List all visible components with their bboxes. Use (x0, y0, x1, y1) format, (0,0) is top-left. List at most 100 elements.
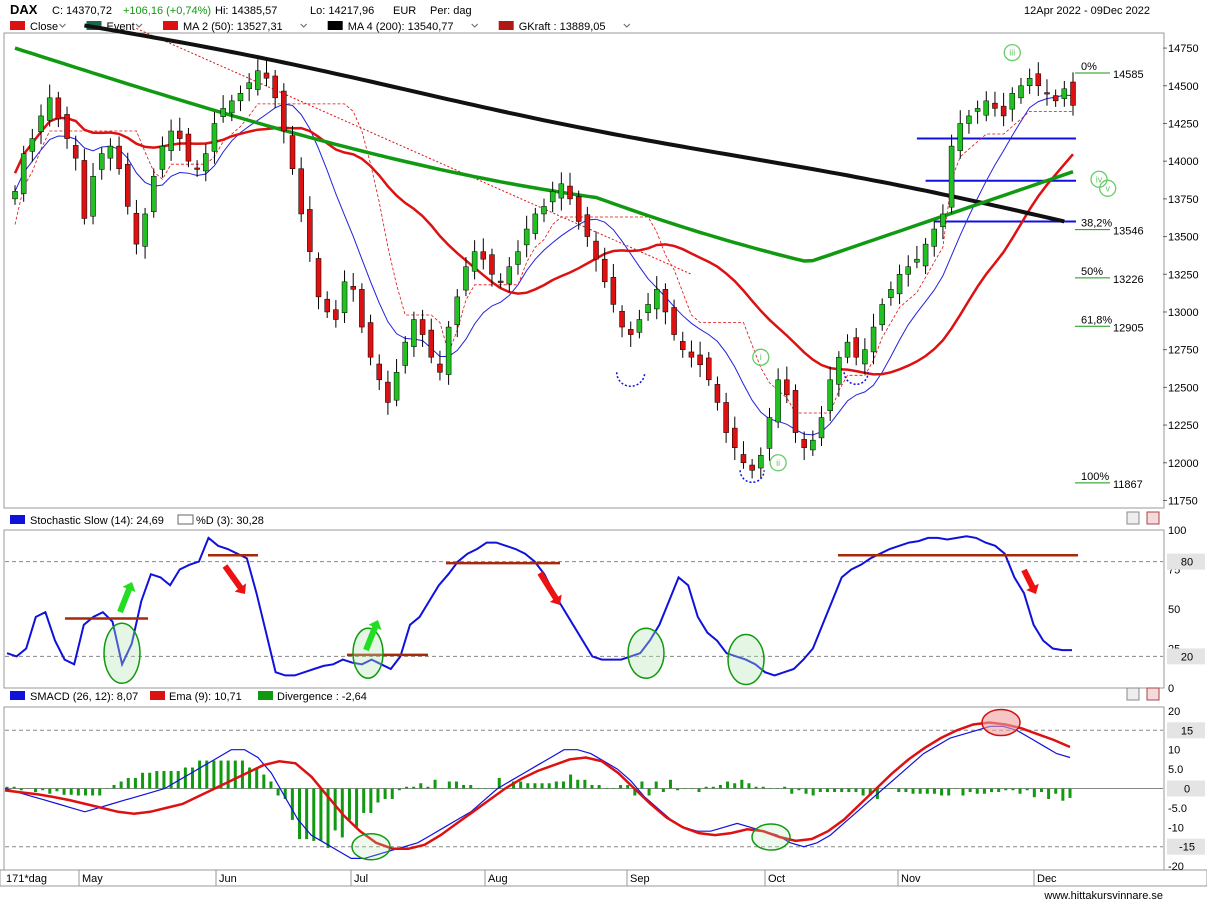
close-icon[interactable] (1146, 687, 1160, 701)
candle-down (124, 163, 131, 207)
candle-down (1044, 92, 1050, 95)
divergence-bar (76, 788, 80, 796)
divergence-bar (112, 785, 116, 789)
high-value: Hi: 14385,57 (215, 5, 277, 17)
candle-up (645, 304, 651, 313)
divergence-bar (783, 786, 787, 789)
divergence-bar (176, 771, 180, 789)
rounded-bottom-marker (739, 470, 765, 484)
divergence-bar (583, 779, 587, 789)
stochastic-level-label: 20 (1181, 651, 1193, 663)
candle-down (385, 381, 391, 403)
divergence-bar (775, 788, 779, 789)
fib-level-value: 13546 (1113, 226, 1144, 238)
divergence-bar (990, 788, 994, 792)
divergence-bar (462, 785, 466, 789)
divergence-bar (483, 788, 487, 789)
legend-item[interactable]: MA 4 (200): 13540,77 (327, 21, 479, 33)
divergence-bar (219, 760, 223, 789)
divergence-bar (155, 771, 159, 789)
oversold-highlight-ellipse (103, 622, 141, 684)
candle-up (549, 191, 556, 203)
divergence-bar (825, 788, 829, 792)
divergence-bar (718, 785, 722, 789)
divergence-bar (1068, 788, 1072, 798)
divergence-bar (897, 788, 901, 792)
divergence-bar (305, 788, 309, 840)
candle-up (653, 289, 660, 310)
candle-up (255, 70, 261, 90)
candle-down (740, 454, 747, 464)
candle-up (905, 266, 911, 275)
divergence-bar (726, 781, 730, 789)
watermark: www.hittakursvinnare.se (1043, 890, 1163, 902)
candle-down (714, 384, 721, 403)
legend-label: MA 2 (50): 13527,31 (183, 21, 283, 33)
candle-down (732, 427, 738, 448)
candles-group (12, 59, 1076, 479)
candle-down (1052, 95, 1059, 102)
price-tick-label: 12500 (1168, 382, 1199, 394)
divergence-bar (918, 788, 922, 794)
close-value: C: 14370,72 (52, 5, 112, 17)
candle-up (870, 326, 877, 353)
legend-item[interactable]: MA 2 (50): 13527,31 (163, 21, 308, 33)
fib-level-value: 14585 (1113, 69, 1144, 81)
candle-up (523, 228, 530, 246)
legend-label: GKraft : 13889,05 (519, 21, 606, 33)
fib-level-label: 100% (1081, 471, 1109, 483)
candle-up (983, 100, 990, 116)
divergence-bar (41, 788, 45, 791)
fib-level-label: 38,2% (1081, 218, 1112, 230)
divergence-bar (55, 788, 59, 792)
divergence-bar (861, 788, 865, 796)
candle-up (844, 341, 851, 358)
zoom-icon[interactable] (1126, 687, 1140, 701)
month-label: Sep (630, 873, 650, 885)
fib-level-label: 61,8% (1081, 314, 1112, 326)
month-label: May (82, 873, 103, 885)
chevron-down-icon (623, 23, 631, 28)
low-value: Lo: 14217,96 (310, 5, 374, 17)
candle-up (90, 176, 96, 217)
candle-down (688, 351, 695, 358)
candle-down (376, 363, 382, 381)
candle-up (159, 145, 166, 170)
divergence-bar (183, 767, 187, 789)
legend-swatch (498, 21, 514, 30)
legend-swatch (10, 21, 25, 30)
divergence-bar (1054, 788, 1058, 794)
divergence-bar (162, 771, 166, 789)
divergence-bar (276, 788, 280, 796)
zoom-icon[interactable] (1126, 511, 1140, 525)
price-tick-label: 14500 (1168, 81, 1199, 93)
candle-down (489, 254, 495, 275)
candle-up (914, 258, 920, 263)
up-arrow-icon (117, 582, 136, 614)
divergence-bar (711, 786, 715, 789)
divergence-bar (840, 788, 844, 792)
close-icon[interactable] (1146, 511, 1160, 525)
stochastic-panel (3, 529, 1165, 689)
divergence-bar (790, 788, 794, 794)
wave-label: iii (1009, 48, 1015, 58)
candle-up (515, 251, 521, 265)
divergence-bar (968, 788, 972, 792)
divergence-bar (190, 767, 194, 789)
legend-item[interactable]: Close (10, 21, 66, 33)
candle-up (229, 100, 235, 114)
oversold-highlight-ellipse (352, 627, 384, 679)
wave-label-circle (1099, 179, 1117, 197)
divergence-bar (890, 788, 894, 789)
signal-title: %D (3): 30,28 (196, 515, 264, 527)
divergence-bar (34, 788, 38, 792)
candle-down (801, 439, 807, 448)
legend-item[interactable]: GKraft : 13889,05 (498, 21, 631, 33)
ema-line (4, 721, 1071, 850)
divergence-bar (298, 788, 302, 840)
candle-up (879, 304, 885, 326)
divergence-swatch (258, 691, 273, 700)
candle-down (367, 322, 374, 358)
divergence-bar (376, 788, 380, 803)
